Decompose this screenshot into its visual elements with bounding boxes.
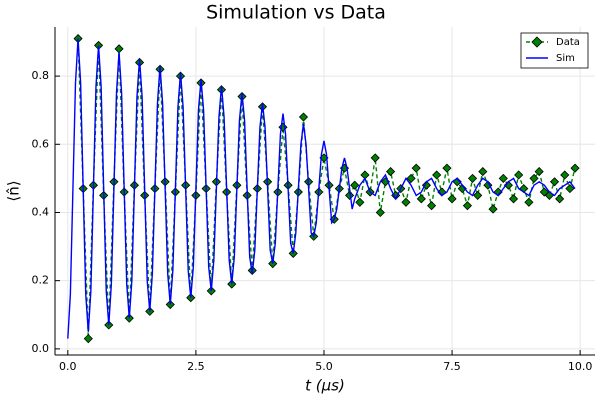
data-point <box>457 184 467 194</box>
x-tick-label: 0.0 <box>59 360 77 373</box>
data-point <box>421 180 432 190</box>
y-tick-label: 0.6 <box>32 137 50 150</box>
chart-title: Simulation vs Data <box>206 2 386 24</box>
data-point <box>345 190 355 200</box>
data-point <box>514 170 524 180</box>
data-point <box>411 163 421 173</box>
x-tick-label: 2.5 <box>187 360 205 373</box>
y-axis-label: ⟨n̂⟩ <box>5 180 23 201</box>
data-point <box>570 163 580 173</box>
data-point <box>355 197 365 207</box>
y-tick-label: 0.0 <box>32 342 50 355</box>
data-point <box>386 166 396 177</box>
data-point <box>539 187 549 197</box>
y-tick-label: 0.4 <box>32 205 50 218</box>
data-point <box>406 173 416 183</box>
data-point <box>565 184 575 194</box>
legend-label: Sim <box>556 53 575 64</box>
data-point <box>467 173 478 183</box>
data-point <box>432 170 442 180</box>
data-point <box>529 173 539 183</box>
x-axis-label: t (μs) <box>305 377 345 395</box>
data-point <box>488 204 498 214</box>
data-point <box>498 173 508 183</box>
data-point <box>350 180 360 190</box>
data-point <box>549 177 560 187</box>
legend-box <box>520 32 589 69</box>
data-point <box>483 180 493 190</box>
data-point <box>560 170 570 180</box>
data-point <box>508 194 519 204</box>
data-point <box>442 163 452 173</box>
data-point <box>114 44 124 54</box>
x-tick-label: 5.0 <box>315 360 333 373</box>
data-point <box>447 194 457 204</box>
data-point <box>416 194 426 204</box>
data-point <box>375 207 385 218</box>
data-point <box>555 194 565 204</box>
data-point <box>503 180 513 190</box>
data-point <box>401 197 411 207</box>
data-point <box>534 166 544 177</box>
series-line <box>67 38 576 339</box>
data-point <box>370 153 380 163</box>
data-point <box>478 166 488 177</box>
x-tick-label: 10.0 <box>568 360 593 373</box>
y-tick-label: 0.8 <box>32 69 50 82</box>
data-point <box>298 112 309 122</box>
x-tick-label: 7.5 <box>443 360 461 373</box>
legend-marker <box>531 36 543 48</box>
data-point <box>426 201 437 211</box>
data-point <box>83 334 93 344</box>
data-point <box>462 201 472 211</box>
legend: Data Sim <box>520 32 589 69</box>
legend-label: Data <box>556 37 580 48</box>
y-tick-label: 0.2 <box>32 274 50 287</box>
data-point <box>473 190 483 200</box>
data-point <box>278 122 288 132</box>
data-point <box>524 197 534 207</box>
